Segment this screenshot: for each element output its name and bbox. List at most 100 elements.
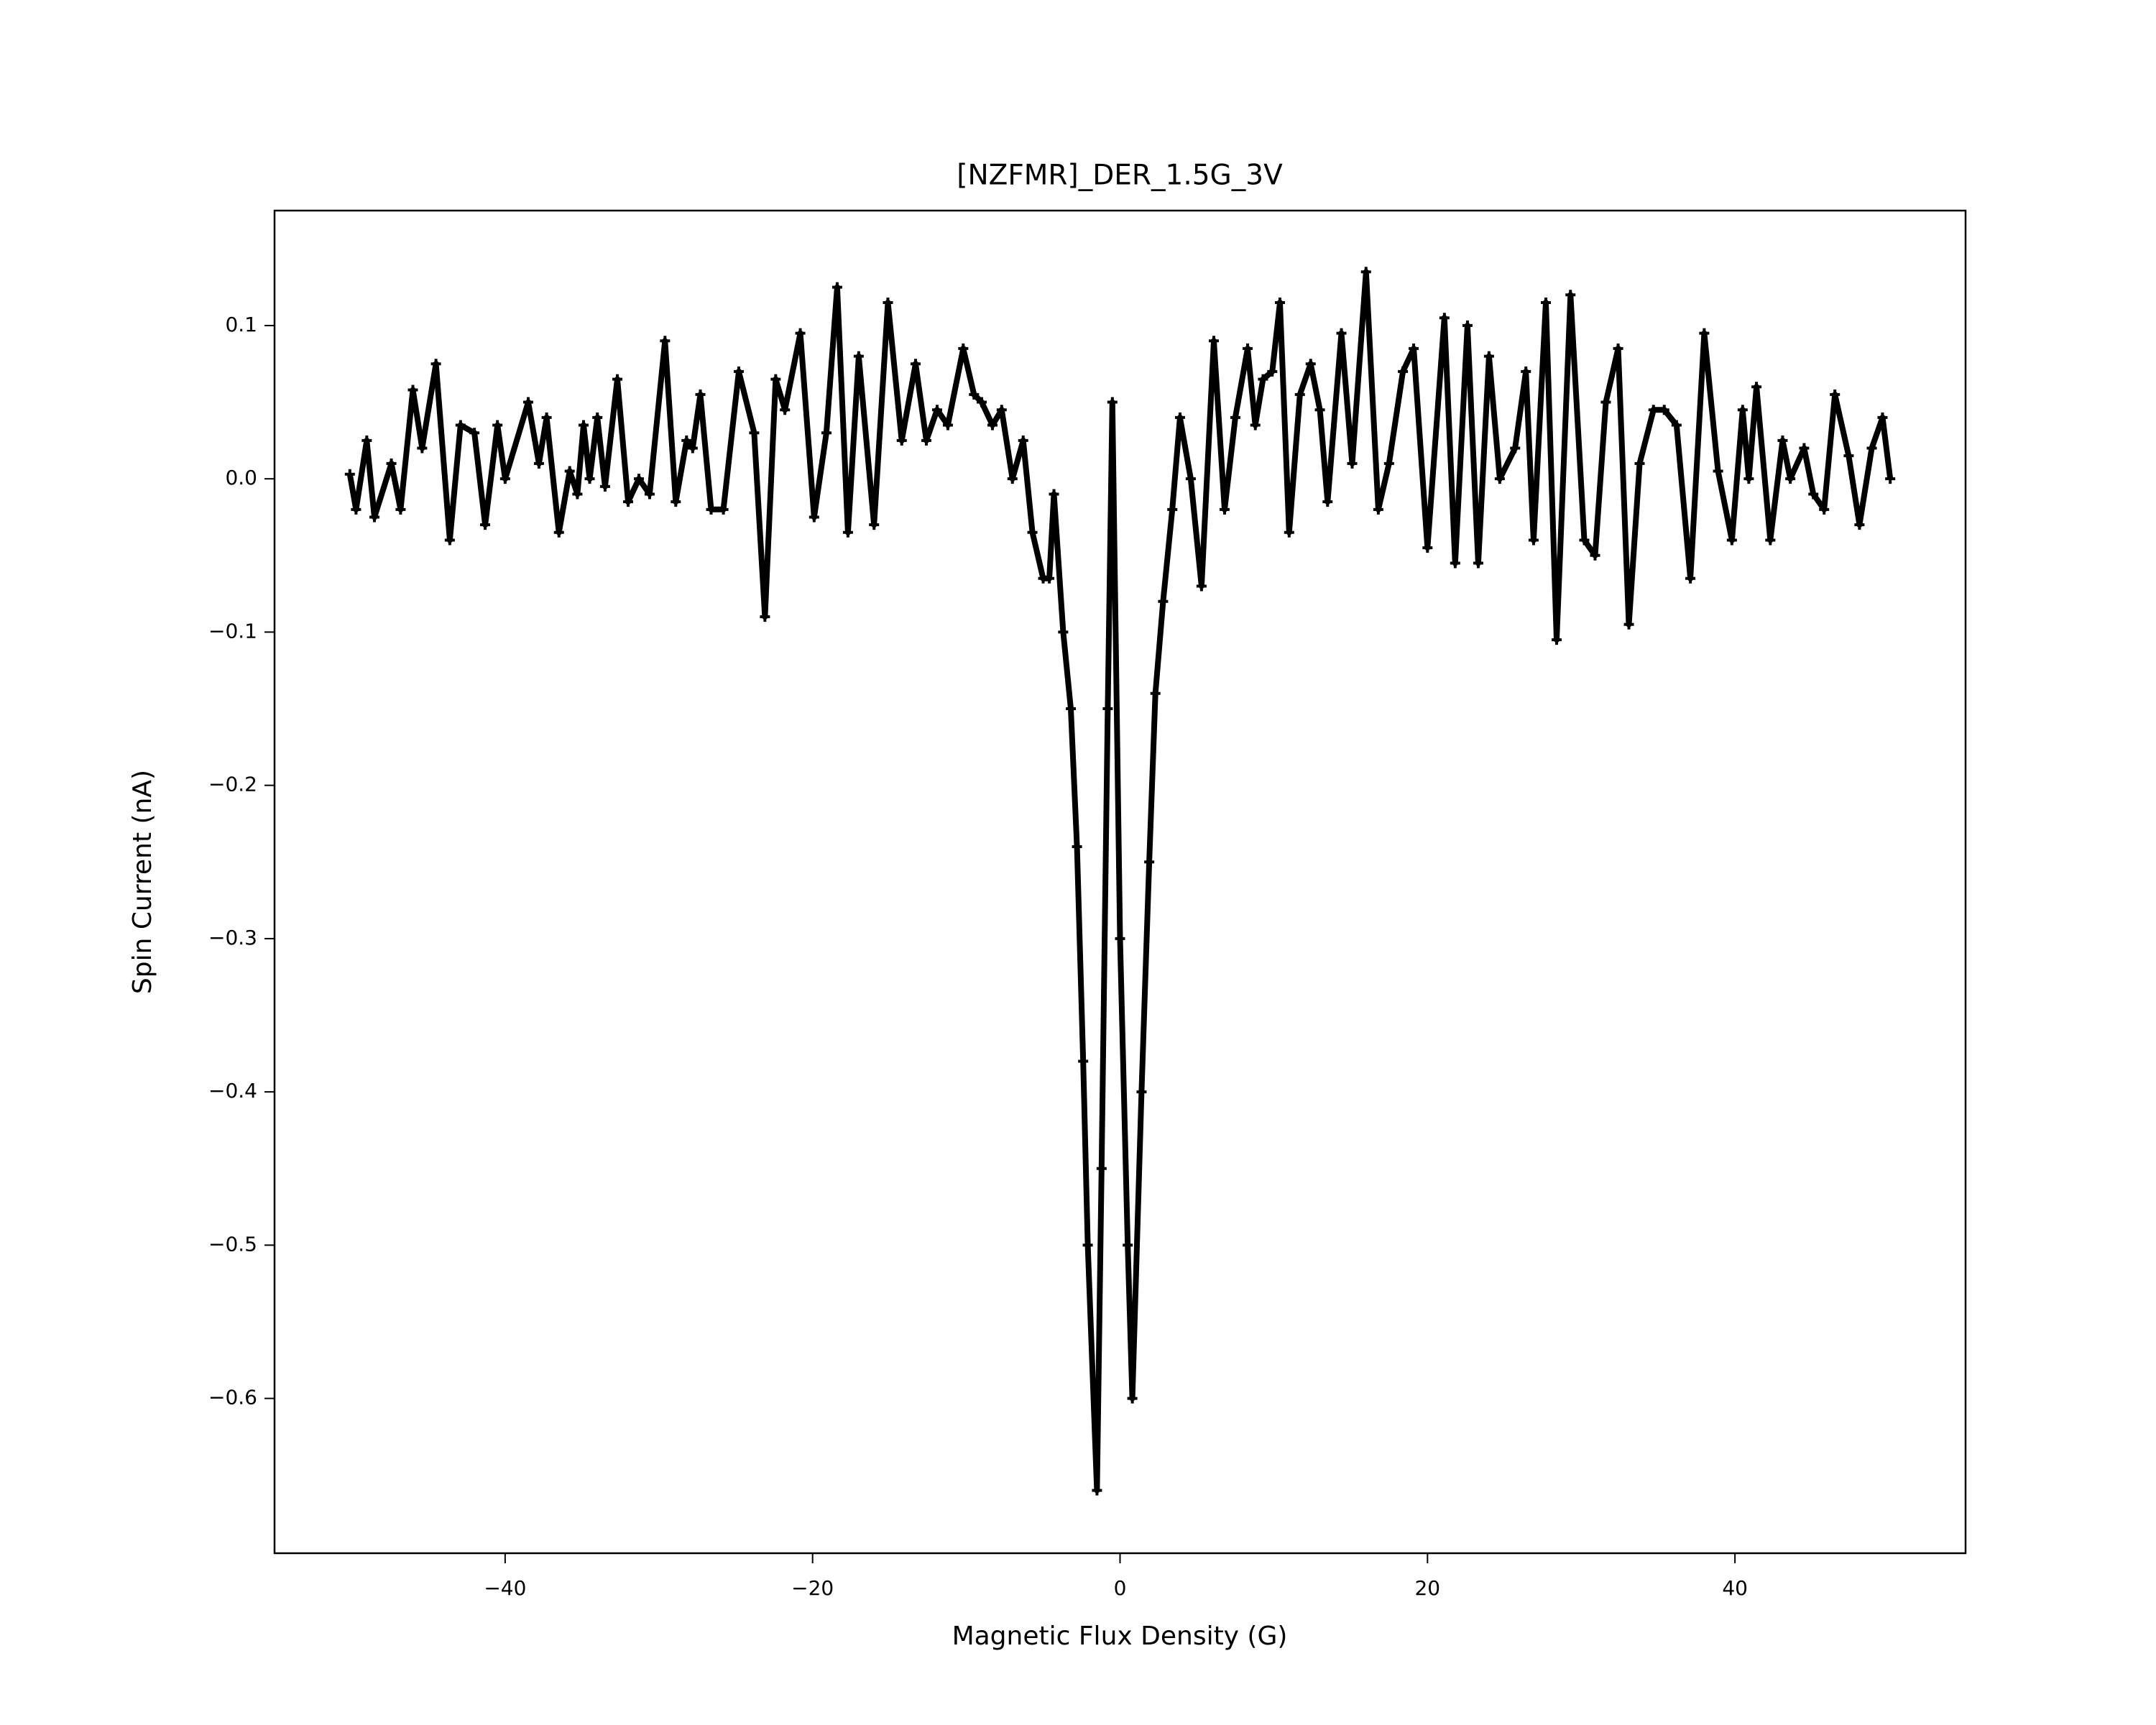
y-tick-label: −0.3	[208, 926, 257, 949]
data-point	[1208, 336, 1219, 346]
data-point	[976, 397, 987, 408]
data-point	[633, 474, 644, 484]
data-point	[1373, 504, 1383, 515]
data-point	[996, 405, 1007, 415]
data-point	[958, 343, 969, 354]
data-point	[1830, 389, 1841, 400]
data-point	[706, 504, 717, 515]
data-point	[1565, 290, 1576, 300]
data-point	[1274, 297, 1285, 308]
data-point	[831, 282, 842, 293]
data-point	[1843, 451, 1854, 461]
data-point	[931, 405, 942, 415]
data-point	[942, 420, 953, 431]
data-point	[1018, 435, 1028, 446]
data-point	[1590, 550, 1600, 561]
data-point	[869, 520, 880, 530]
data-point	[1258, 374, 1268, 385]
data-point	[584, 474, 595, 484]
data-point	[1422, 543, 1433, 553]
data-point	[522, 397, 533, 408]
data-point	[1336, 328, 1347, 339]
data-point	[1799, 443, 1810, 454]
data-point	[1267, 366, 1278, 377]
data-point	[1250, 420, 1261, 431]
y-tick-label: 0.0	[225, 466, 257, 489]
data-point	[718, 504, 729, 515]
data-point	[1483, 351, 1494, 362]
data-point	[1659, 405, 1669, 415]
x-tick-label: −40	[484, 1576, 526, 1600]
data-point	[1726, 535, 1737, 546]
x-tick-label: 0	[1114, 1576, 1127, 1600]
data-point	[533, 458, 544, 469]
y-tick-label: 0.1	[225, 313, 257, 336]
data-point	[469, 428, 480, 438]
data-point	[1808, 489, 1819, 500]
data-point	[1462, 320, 1473, 331]
data-point	[853, 351, 864, 362]
data-point	[455, 420, 466, 431]
data-point	[1072, 841, 1082, 852]
data-point	[1819, 504, 1830, 515]
data-point	[1699, 328, 1710, 339]
data-point	[1877, 412, 1888, 423]
data-point	[1439, 313, 1450, 323]
y-tick-label: −0.2	[208, 773, 257, 796]
data-point	[921, 435, 931, 446]
data-point	[1552, 635, 1562, 645]
data-point	[687, 443, 698, 454]
series	[344, 267, 1896, 1496]
data-point	[1600, 397, 1611, 408]
data-point	[1383, 458, 1394, 469]
y-tick-label: −0.5	[208, 1232, 257, 1256]
data-point	[1107, 397, 1118, 408]
data-point	[1158, 596, 1169, 607]
data-point	[1284, 527, 1294, 538]
y-tick-label: −0.1	[208, 619, 257, 643]
data-point	[1150, 688, 1161, 699]
data-point	[395, 504, 406, 515]
data-point	[1027, 527, 1038, 538]
data-point	[564, 466, 575, 477]
data-point	[1078, 1056, 1089, 1067]
data-point	[1765, 535, 1776, 546]
data-point	[1174, 412, 1185, 423]
data-point	[572, 489, 583, 500]
data-point	[1136, 1087, 1147, 1098]
x-axis-label: Magnetic Flux Density (G)	[952, 1622, 1288, 1651]
data-point	[1751, 382, 1762, 392]
data-point	[1096, 1163, 1107, 1174]
data-point	[1167, 504, 1178, 515]
data-point	[760, 612, 770, 622]
data-point	[553, 527, 564, 538]
data-point	[1243, 343, 1253, 354]
data-point	[612, 374, 623, 385]
data-point	[911, 359, 921, 369]
data-point	[1360, 267, 1371, 277]
data-point	[1634, 458, 1645, 469]
data-point	[1115, 933, 1125, 944]
data-point	[1713, 466, 1723, 477]
data-point	[1082, 1240, 1093, 1251]
data-point	[1007, 474, 1018, 484]
data-point	[1294, 389, 1305, 400]
data-point	[1196, 581, 1207, 592]
data-point	[1579, 535, 1590, 546]
data-point	[671, 497, 681, 507]
data-point	[1230, 412, 1240, 423]
data-point	[734, 366, 745, 377]
y-axis-label: Spin Current (nA)	[128, 770, 157, 994]
data-point	[1322, 497, 1333, 507]
data-point	[1450, 558, 1460, 569]
data-point	[1737, 405, 1748, 415]
data-point	[386, 458, 397, 469]
data-point	[492, 420, 503, 431]
data-point	[1347, 458, 1358, 469]
data-point	[749, 428, 760, 438]
data-point	[344, 469, 355, 479]
data-point	[987, 420, 998, 431]
data-point	[1671, 420, 1682, 431]
data-point	[883, 297, 893, 308]
data-point	[1219, 504, 1230, 515]
